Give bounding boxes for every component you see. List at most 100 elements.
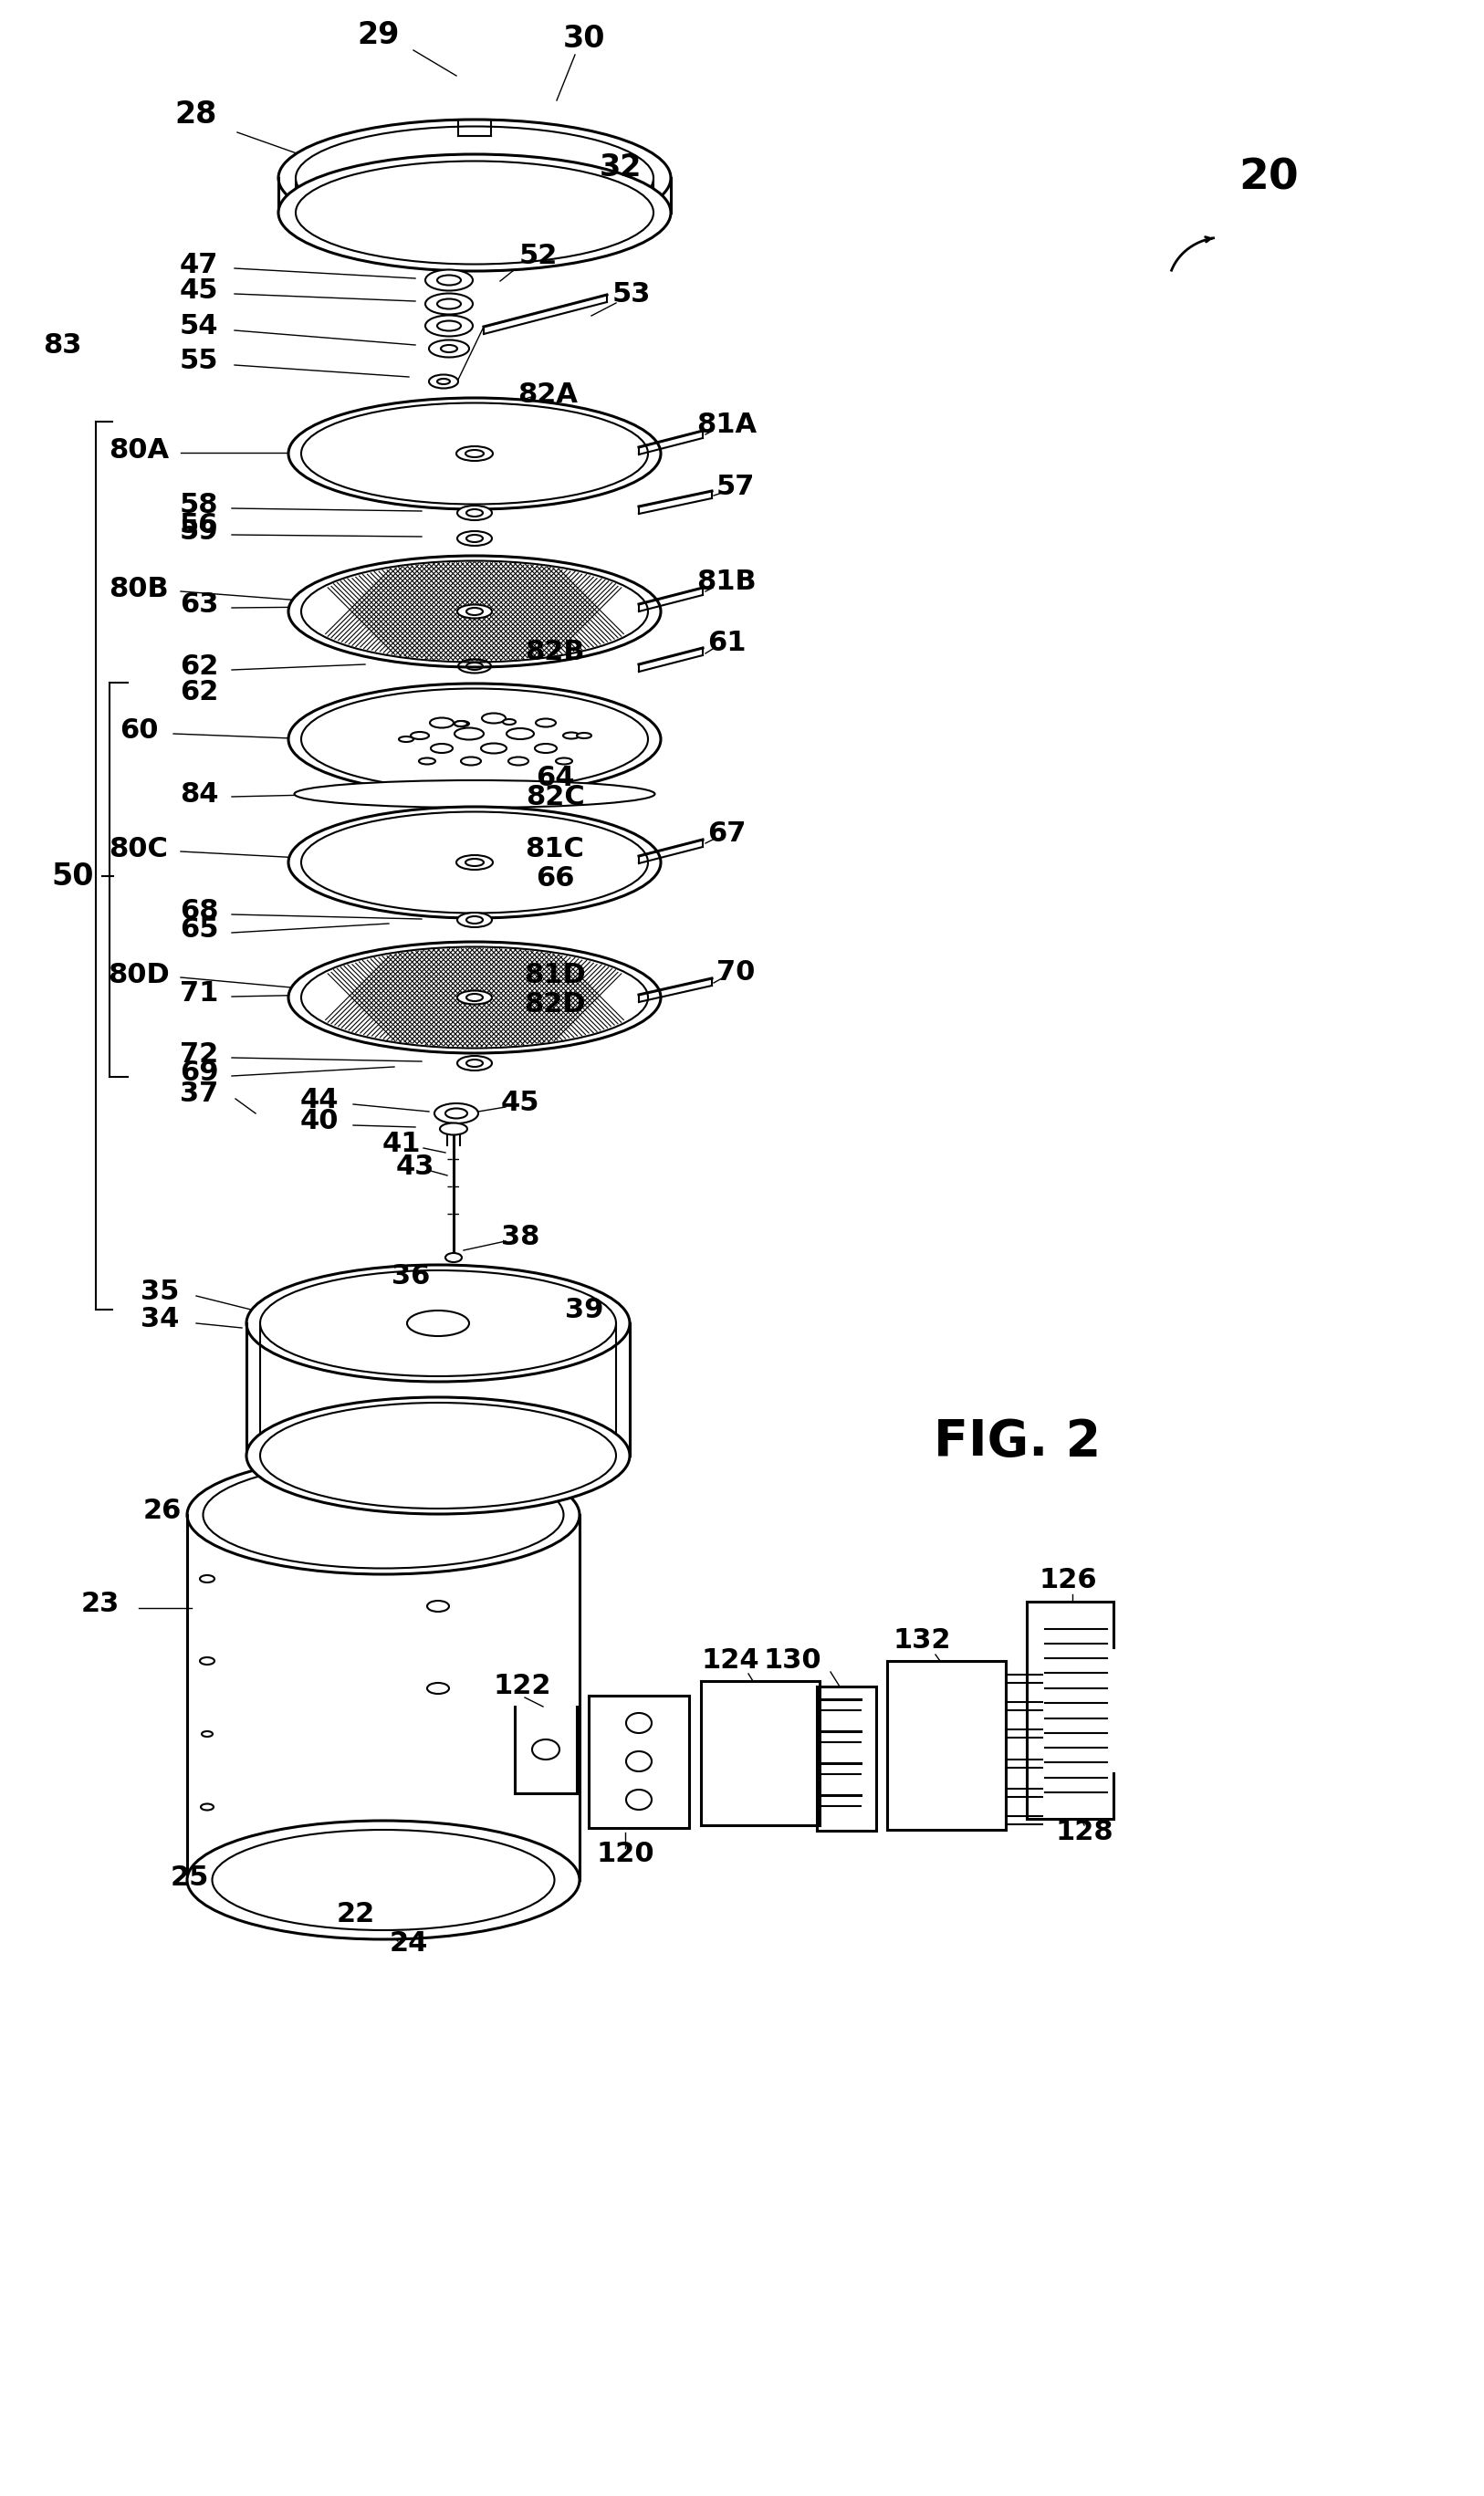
- Ellipse shape: [462, 756, 481, 766]
- Ellipse shape: [454, 721, 467, 726]
- Text: 22: 22: [337, 1902, 375, 1927]
- Ellipse shape: [626, 1712, 651, 1732]
- Ellipse shape: [482, 714, 506, 724]
- Ellipse shape: [288, 557, 660, 666]
- Ellipse shape: [288, 806, 660, 919]
- Ellipse shape: [430, 719, 454, 729]
- Text: 82D: 82D: [524, 991, 586, 1016]
- Text: 47: 47: [180, 252, 218, 277]
- Ellipse shape: [457, 604, 491, 619]
- Text: 66: 66: [536, 864, 574, 891]
- Ellipse shape: [246, 1265, 629, 1383]
- Text: 28: 28: [175, 100, 217, 130]
- Ellipse shape: [246, 1398, 629, 1515]
- Ellipse shape: [457, 914, 491, 926]
- Ellipse shape: [445, 1108, 467, 1118]
- Ellipse shape: [466, 661, 482, 669]
- Ellipse shape: [426, 270, 473, 290]
- Text: 62: 62: [180, 654, 218, 679]
- Text: 34: 34: [141, 1305, 180, 1333]
- Ellipse shape: [429, 339, 469, 357]
- Ellipse shape: [418, 759, 435, 764]
- Ellipse shape: [466, 993, 482, 1001]
- Text: 81D: 81D: [524, 961, 586, 988]
- Text: 30: 30: [562, 22, 605, 52]
- Ellipse shape: [457, 856, 493, 869]
- Text: 36: 36: [392, 1263, 430, 1288]
- Ellipse shape: [427, 1682, 450, 1695]
- Text: 80B: 80B: [108, 577, 169, 602]
- Ellipse shape: [288, 684, 660, 794]
- Ellipse shape: [407, 1310, 469, 1335]
- Ellipse shape: [459, 659, 491, 674]
- Text: 38: 38: [502, 1223, 540, 1250]
- Ellipse shape: [454, 729, 484, 739]
- Text: 70: 70: [717, 958, 755, 986]
- Ellipse shape: [399, 736, 414, 741]
- Text: 45: 45: [500, 1088, 540, 1116]
- Ellipse shape: [441, 344, 457, 352]
- Ellipse shape: [439, 1123, 467, 1136]
- Ellipse shape: [288, 941, 660, 1053]
- Ellipse shape: [411, 731, 429, 739]
- Ellipse shape: [577, 734, 592, 739]
- Text: 65: 65: [180, 916, 218, 943]
- Text: 44: 44: [300, 1086, 338, 1113]
- Ellipse shape: [438, 379, 450, 384]
- Ellipse shape: [457, 447, 493, 462]
- Ellipse shape: [438, 275, 462, 285]
- Text: 35: 35: [141, 1278, 180, 1305]
- Text: 53: 53: [613, 280, 651, 307]
- Text: 71: 71: [180, 981, 218, 1006]
- Ellipse shape: [430, 744, 453, 754]
- Ellipse shape: [626, 1790, 651, 1810]
- Ellipse shape: [457, 532, 491, 547]
- Text: 128: 128: [1055, 1820, 1113, 1845]
- Ellipse shape: [562, 731, 580, 739]
- Text: 52: 52: [519, 242, 558, 270]
- Text: 126: 126: [1039, 1567, 1097, 1595]
- Text: 62: 62: [180, 679, 218, 704]
- Text: 56: 56: [180, 512, 218, 539]
- Ellipse shape: [288, 397, 660, 509]
- Text: 132: 132: [893, 1627, 951, 1655]
- Ellipse shape: [626, 1752, 651, 1772]
- Text: 60: 60: [119, 716, 159, 744]
- Text: 67: 67: [708, 821, 746, 846]
- Text: 63: 63: [180, 592, 218, 617]
- Text: 81B: 81B: [696, 569, 757, 594]
- Ellipse shape: [202, 1732, 212, 1737]
- Text: 124: 124: [700, 1647, 760, 1675]
- Text: 81A: 81A: [696, 412, 757, 437]
- Ellipse shape: [536, 719, 556, 726]
- Text: 41: 41: [383, 1131, 421, 1156]
- Text: 50: 50: [52, 861, 93, 891]
- Text: 122: 122: [493, 1672, 551, 1700]
- Ellipse shape: [187, 1455, 580, 1575]
- Ellipse shape: [200, 1805, 214, 1810]
- Ellipse shape: [457, 1056, 491, 1071]
- Ellipse shape: [295, 127, 653, 230]
- Ellipse shape: [556, 759, 573, 764]
- Text: 59: 59: [180, 517, 218, 544]
- Text: 24: 24: [389, 1929, 429, 1957]
- Text: 80A: 80A: [108, 437, 169, 464]
- Ellipse shape: [426, 295, 473, 314]
- Text: 55: 55: [180, 347, 218, 374]
- Text: 61: 61: [706, 629, 746, 656]
- Ellipse shape: [506, 729, 534, 739]
- Text: FIG. 2: FIG. 2: [933, 1418, 1101, 1468]
- Text: 32: 32: [600, 152, 641, 182]
- Ellipse shape: [481, 744, 506, 754]
- Text: 45: 45: [180, 277, 218, 305]
- Ellipse shape: [294, 781, 654, 809]
- Ellipse shape: [457, 507, 491, 519]
- Text: 68: 68: [180, 899, 218, 924]
- Text: 83: 83: [43, 332, 82, 359]
- Ellipse shape: [466, 916, 482, 924]
- Text: 54: 54: [180, 312, 218, 339]
- Text: 23: 23: [82, 1590, 120, 1617]
- Text: 40: 40: [300, 1108, 338, 1133]
- Text: 20: 20: [1239, 157, 1298, 200]
- Text: 82A: 82A: [518, 382, 577, 407]
